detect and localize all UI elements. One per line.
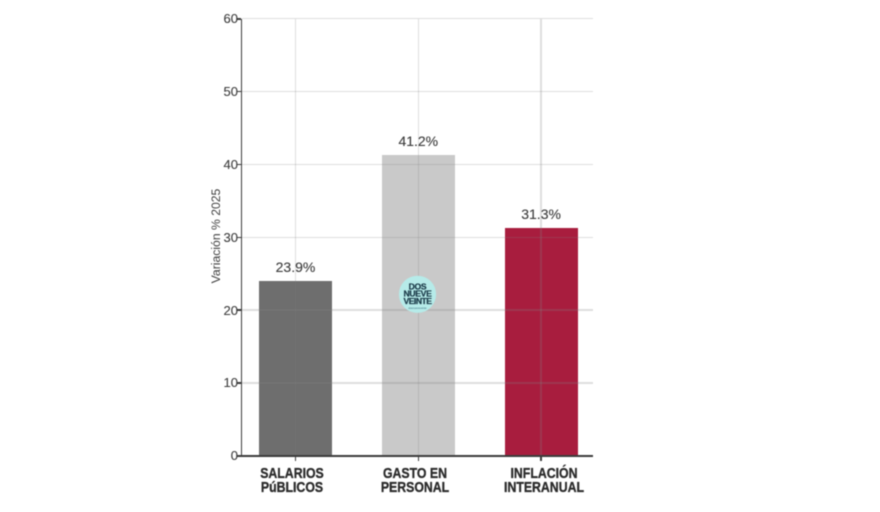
svg-text:DOS: DOS [409,281,427,291]
svg-text:VEINTE: VEINTE [403,296,432,306]
svg-text:NUEVE: NUEVE [403,288,432,298]
svg-text:dosnueveveinte: dosnueveveinte [408,305,427,309]
